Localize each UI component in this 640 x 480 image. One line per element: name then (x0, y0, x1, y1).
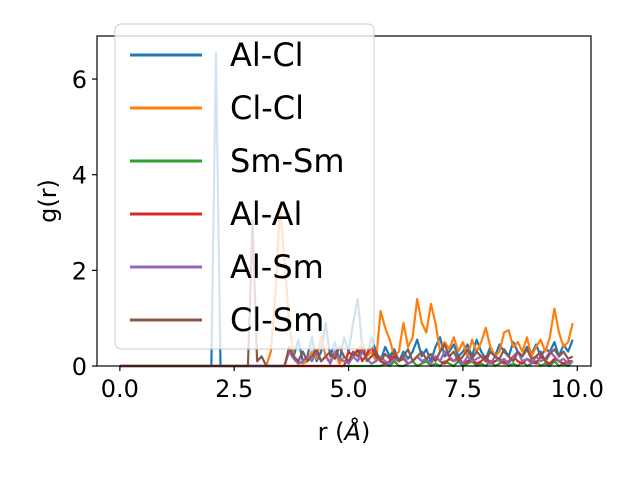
x-tick-label: 2.5 (215, 375, 253, 403)
legend-label-sm-sm: Sm-Sm (230, 142, 345, 180)
x-tick-label: 5.0 (329, 375, 367, 403)
legend-label-al-cl: Al-Cl (230, 36, 304, 74)
y-tick-label: 4 (72, 162, 87, 190)
legend-label-cl-cl: Cl-Cl (230, 89, 304, 127)
y-tick-label: 6 (72, 66, 87, 94)
x-axis-label-symbol: Å (343, 417, 361, 446)
y-tick-label: 0 (72, 353, 87, 381)
legend-label-cl-sm: Cl-Sm (230, 301, 324, 339)
ticks-layer: 0.0 2.5 5.0 7.5 10.0 0 2 4 6 (72, 66, 604, 403)
x-tick-label: 0.0 (101, 375, 139, 403)
y-axis-label: g(r) (34, 179, 62, 223)
legend: Al-Cl Cl-Cl Sm-Sm Al-Al Al-Sm Cl-Sm (114, 23, 375, 350)
x-axis-label-text: r ( (318, 418, 345, 446)
x-axis-label: r (Å) (318, 417, 371, 446)
legend-label-al-al: Al-Al (230, 195, 302, 233)
legend-label-al-sm: Al-Sm (230, 248, 324, 286)
legend-entries: Al-Cl Cl-Cl Sm-Sm Al-Al Al-Sm Cl-Sm (130, 36, 345, 339)
x-axis-label-suffix: ) (361, 418, 370, 446)
y-tick-label: 2 (72, 257, 87, 285)
x-tick-label: 7.5 (444, 375, 482, 403)
x-tick-label: 10.0 (551, 375, 604, 403)
